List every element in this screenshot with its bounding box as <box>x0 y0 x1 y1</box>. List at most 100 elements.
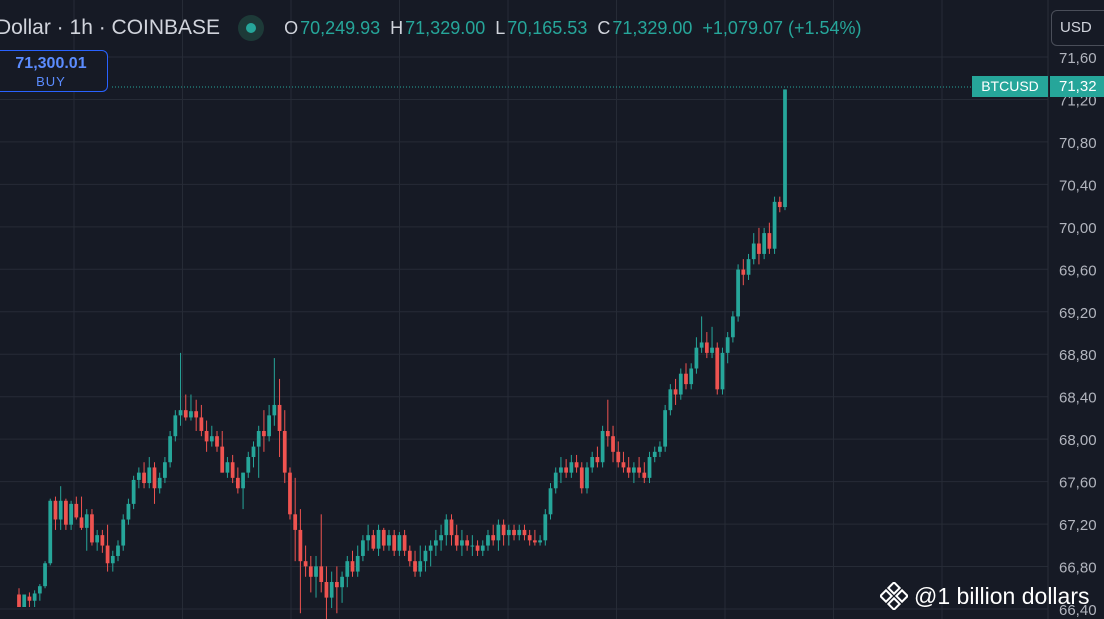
candle <box>189 394 193 421</box>
symbol-title[interactable]: Dollar · 1h · COINBASE <box>0 16 221 39</box>
y-tick-label: 71,60 <box>1059 50 1097 67</box>
candle <box>173 410 178 442</box>
candle-body <box>527 535 532 541</box>
candle-body <box>658 446 662 452</box>
candle <box>251 441 256 468</box>
market-open-icon <box>238 15 265 41</box>
candle-body <box>710 347 714 353</box>
candle <box>235 467 240 494</box>
candle-body <box>79 517 84 528</box>
candle <box>501 519 506 546</box>
candle-body <box>673 389 678 395</box>
low-value: 70,165.53 <box>507 17 588 38</box>
candle-body <box>381 529 386 546</box>
candle-body <box>496 524 501 541</box>
candle <box>27 592 32 607</box>
candle-body <box>387 535 391 546</box>
candle <box>397 532 402 556</box>
candle <box>157 472 162 494</box>
candle-body <box>340 576 344 588</box>
open-label: O <box>284 17 299 38</box>
candle-body <box>267 415 271 437</box>
candle <box>371 529 376 551</box>
candle-body <box>350 561 355 572</box>
candle-body <box>256 430 261 447</box>
candle-body <box>600 430 605 463</box>
candle <box>704 332 709 359</box>
candle <box>579 462 584 494</box>
candle-body <box>272 404 277 416</box>
candle-body <box>37 586 42 594</box>
candle-body <box>53 500 58 520</box>
y-tick-label: 68,00 <box>1059 432 1097 449</box>
candle-body <box>355 555 360 572</box>
currency-button[interactable]: USD <box>1051 10 1104 46</box>
candle-body <box>293 514 298 530</box>
watermark: @1 billion dollars <box>880 582 1090 610</box>
close-value: 71,329.00 <box>612 17 693 38</box>
candle-body <box>225 462 230 473</box>
ohlc-readout: O 70,249.93 H 71,329.00 L 70,165.53 C 71,329… <box>284 18 861 39</box>
candle-body <box>433 540 438 546</box>
candle <box>465 535 470 551</box>
candle-body <box>480 545 485 551</box>
candle <box>402 529 407 556</box>
candle <box>569 454 574 478</box>
candle-body <box>43 563 47 587</box>
candle <box>564 459 569 478</box>
candle-body <box>663 410 668 447</box>
candle-body <box>444 519 449 536</box>
close-label: C <box>597 17 611 38</box>
candle-body <box>168 436 172 463</box>
candle-body <box>611 436 615 452</box>
candle-body <box>329 582 334 598</box>
buy-button[interactable]: 71,300.01 BUY <box>0 50 108 92</box>
candle <box>194 399 199 431</box>
candle <box>64 498 68 530</box>
candle <box>480 540 485 556</box>
candle-body <box>407 550 412 562</box>
candle <box>22 594 27 607</box>
candle <box>324 566 329 619</box>
candle <box>329 571 334 609</box>
candle-body <box>361 540 365 556</box>
candle-body <box>632 467 636 473</box>
candle <box>751 233 756 265</box>
candle <box>559 457 563 484</box>
candle-body <box>69 503 73 525</box>
candle-body <box>517 529 522 536</box>
candle <box>142 462 146 489</box>
chart-grid <box>0 0 1049 619</box>
candle-body <box>767 233 772 249</box>
buy-price: 71,300.01 <box>15 55 87 72</box>
candle-body <box>699 342 704 348</box>
candle-body <box>173 415 178 437</box>
candle-body <box>314 566 318 577</box>
candle-body <box>282 430 287 473</box>
candle <box>647 451 652 484</box>
candle <box>314 555 318 598</box>
candle <box>272 358 277 426</box>
candle <box>757 227 761 265</box>
candle <box>407 545 412 567</box>
candle <box>256 425 261 478</box>
candle <box>439 524 443 551</box>
buy-label: BUY <box>36 74 66 89</box>
candle-body <box>100 535 105 546</box>
candle-body <box>84 514 89 528</box>
candle-body <box>277 404 282 431</box>
candle <box>533 529 537 546</box>
candle-body <box>74 503 79 518</box>
candle-body <box>757 243 761 254</box>
candle-body <box>704 342 709 353</box>
candle <box>720 347 725 395</box>
candle <box>725 332 730 364</box>
candle-body <box>475 545 480 551</box>
candle-body <box>694 347 699 369</box>
high-label: H <box>390 17 404 38</box>
candle-body <box>345 561 350 577</box>
candle <box>131 475 136 510</box>
candle <box>678 368 683 400</box>
candle <box>225 457 230 478</box>
